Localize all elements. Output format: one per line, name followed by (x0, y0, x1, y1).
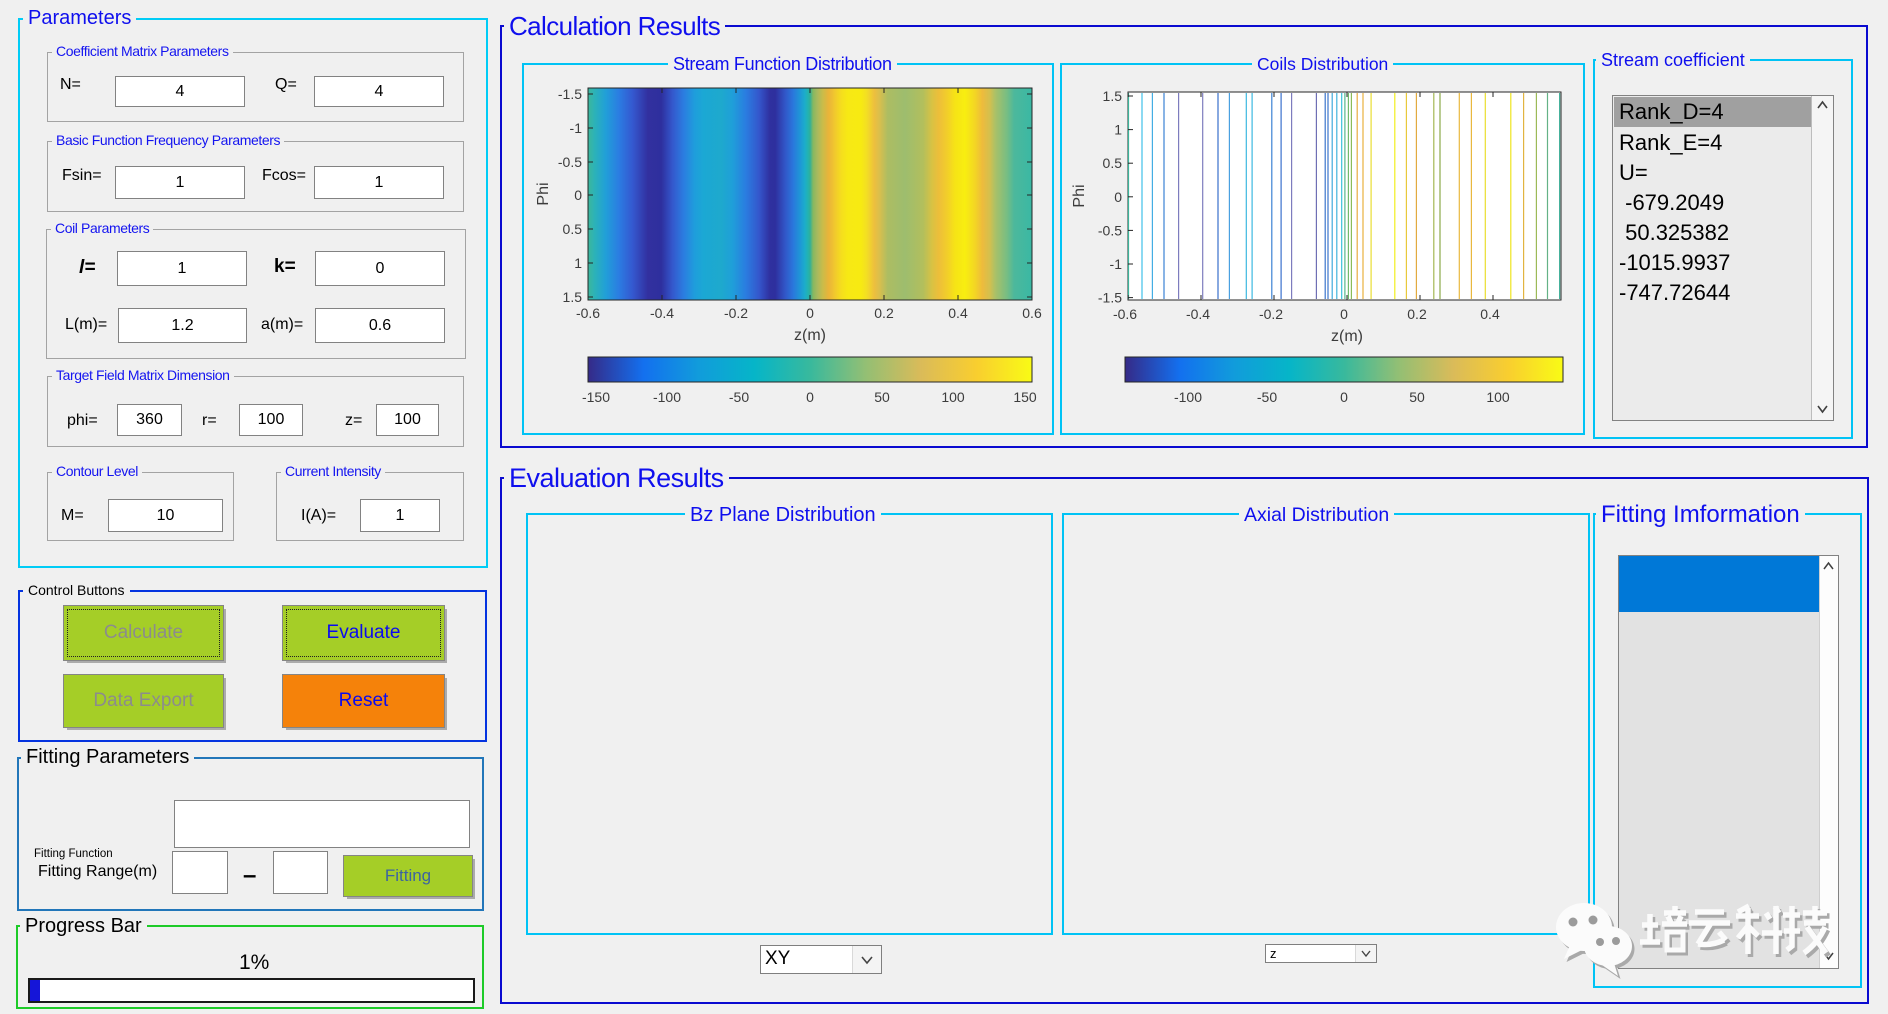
svg-text:-1: -1 (1110, 256, 1123, 272)
svg-text:1.5: 1.5 (563, 289, 583, 305)
svg-text:100: 100 (941, 389, 965, 405)
svg-text:0.5: 0.5 (1103, 155, 1123, 171)
svg-text:-0.2: -0.2 (724, 305, 748, 321)
svg-text:-0.6: -0.6 (1113, 306, 1137, 322)
svg-text:-1.5: -1.5 (558, 86, 582, 102)
svg-text:0: 0 (574, 187, 582, 203)
svg-text:Phi: Phi (535, 182, 552, 205)
svg-text:0: 0 (806, 389, 814, 405)
svg-text:-0.4: -0.4 (1186, 306, 1210, 322)
svg-text:0.4: 0.4 (948, 305, 968, 321)
svg-text:-1: -1 (570, 120, 583, 136)
svg-text:0.2: 0.2 (1407, 306, 1427, 322)
svg-text:100: 100 (1486, 389, 1510, 405)
svg-text:0.6: 0.6 (1022, 305, 1042, 321)
svg-text:z(m): z(m) (1331, 328, 1363, 345)
svg-text:0.2: 0.2 (874, 305, 894, 321)
svg-text:-0.5: -0.5 (1098, 222, 1122, 238)
svg-text:0: 0 (1340, 306, 1348, 322)
svg-text:-150: -150 (582, 389, 610, 405)
svg-text:z(m): z(m) (794, 327, 826, 344)
svg-text:-100: -100 (1174, 389, 1202, 405)
svg-text:1: 1 (574, 255, 582, 271)
svg-text:150: 150 (1013, 389, 1037, 405)
svg-text:-50: -50 (1257, 389, 1277, 405)
svg-text:-1.5: -1.5 (1098, 290, 1122, 306)
svg-text:-0.5: -0.5 (558, 154, 582, 170)
svg-text:0.4: 0.4 (1480, 306, 1500, 322)
svg-text:0: 0 (1340, 389, 1348, 405)
svg-text:50: 50 (1409, 389, 1425, 405)
svg-text:1.5: 1.5 (1103, 88, 1123, 104)
svg-text:-50: -50 (729, 389, 749, 405)
svg-text:50: 50 (874, 389, 890, 405)
svg-text:0.5: 0.5 (563, 221, 583, 237)
svg-text:-0.2: -0.2 (1259, 306, 1283, 322)
svg-text:1: 1 (1114, 122, 1122, 138)
svg-text:0: 0 (1114, 189, 1122, 205)
svg-text:-0.4: -0.4 (650, 305, 674, 321)
svg-text:-0.6: -0.6 (576, 305, 600, 321)
svg-text:0: 0 (806, 305, 814, 321)
svg-text:Phi: Phi (1071, 184, 1088, 207)
svg-text:-100: -100 (653, 389, 681, 405)
